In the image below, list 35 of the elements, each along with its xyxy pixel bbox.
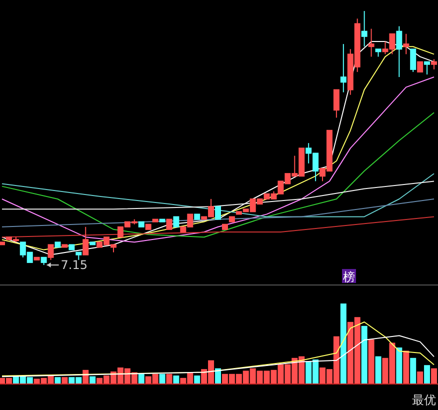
bar [173,376,180,384]
bar [417,372,424,384]
candlestick [410,48,416,72]
candlestick [424,61,430,75]
candlestick [417,61,424,72]
annotation: 7.15 [60,258,88,272]
bar [361,326,368,384]
candlestick [340,44,346,93]
candlestick [215,206,221,220]
bar [396,348,402,384]
bar [368,340,374,384]
candlestick [368,28,374,58]
bar [54,377,61,384]
bar [166,374,172,384]
bar [375,356,382,384]
candlestick [333,89,340,118]
bar [62,377,68,384]
bar [424,365,430,384]
bar [159,374,166,384]
bar [138,374,144,384]
candlestick [173,216,180,228]
text: 最优 [412,393,436,407]
bar [340,304,346,384]
candlestick [82,226,89,256]
text: 榜 [343,270,355,284]
bar [410,358,416,384]
candlestick [396,26,402,78]
candlestick [48,244,54,260]
bar [431,368,437,384]
candlestick [431,58,437,70]
candlestick [361,10,368,48]
candlestick [166,218,172,230]
bar [194,376,200,384]
candlestick [403,33,410,55]
bar [403,350,410,384]
